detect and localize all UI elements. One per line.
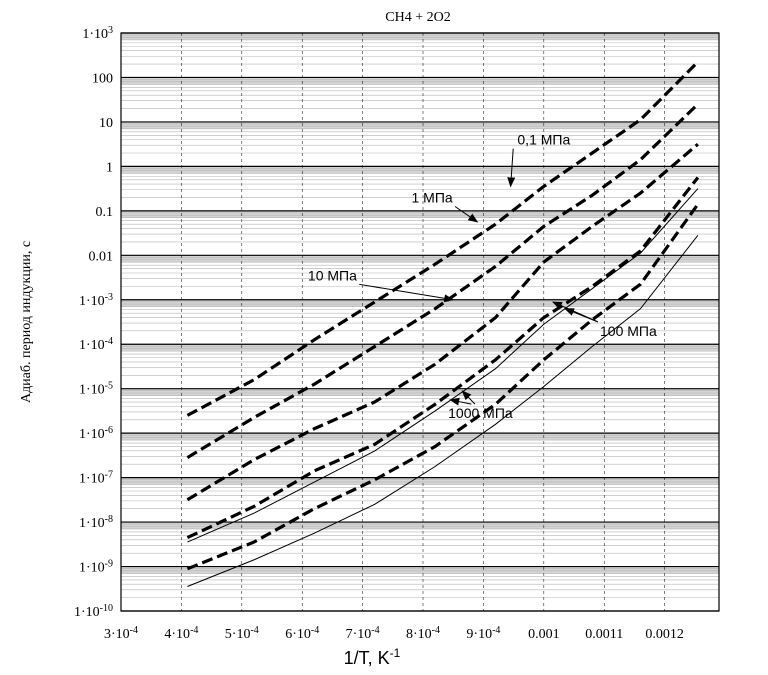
x-axis-label: 1/T, K-1 bbox=[344, 646, 401, 668]
annotation-label-4: 100 МПа bbox=[600, 323, 657, 339]
x-tick-label: 9·10-4 bbox=[466, 625, 500, 643]
grid-band bbox=[121, 522, 719, 530]
y-tick-label: 1·10-5 bbox=[79, 380, 113, 398]
series-line-6 bbox=[186, 203, 700, 571]
y-tick-label: 1·103 bbox=[82, 25, 113, 43]
grid-band bbox=[121, 255, 719, 263]
y-tick-label: 1·10-10 bbox=[74, 603, 113, 621]
x-tick-labels: 3·10-4 4·10-4 5·10-4 6·10-4 7·10-4 8·10-4 9·10… bbox=[104, 625, 684, 643]
x-tick-label: 0.0012 bbox=[645, 627, 684, 642]
series-line-3 bbox=[186, 142, 699, 502]
x-tick-label: 7·10-4 bbox=[346, 625, 380, 643]
series-group bbox=[186, 60, 700, 587]
annotation-arrow bbox=[461, 390, 476, 405]
x-tick-label: 6·10-4 bbox=[285, 625, 319, 643]
annotation-arrow bbox=[564, 308, 598, 323]
annotation-arrow bbox=[454, 206, 479, 223]
annotation-arrow bbox=[449, 397, 472, 406]
x-tick-label: 5·10-4 bbox=[225, 625, 259, 643]
series-line-7 bbox=[187, 234, 699, 587]
series-line-2 bbox=[186, 102, 700, 459]
y-tick-label: 1·10-8 bbox=[79, 514, 113, 532]
annotation-arrow bbox=[507, 148, 516, 188]
x-tick-label: 3·10-4 bbox=[104, 625, 138, 643]
grid-band bbox=[121, 344, 719, 352]
grid-band bbox=[121, 121, 719, 130]
y-tick-label: 1·10-4 bbox=[79, 336, 113, 354]
y-axis-label: Адиаб. период индукции, с bbox=[19, 241, 34, 403]
annotation-label-5: 1000 МПа bbox=[448, 405, 513, 421]
annotations: 0,1 МПа 1 МПа 10 МПа 100 МПа 1000 МПа bbox=[308, 132, 657, 421]
x-tick-label: 0.0011 bbox=[585, 627, 623, 642]
y-tick-label: 10 bbox=[99, 116, 113, 131]
grid-band bbox=[121, 388, 719, 396]
grid-band bbox=[121, 477, 719, 485]
y-tick-label: 1·10-6 bbox=[79, 425, 113, 443]
series-line-5 bbox=[187, 188, 699, 543]
grid-band bbox=[121, 566, 719, 574]
y-tick-labels: 1·103 100 10 1 0.1 0.01 1·10-3 1·10-4 1·10-5 1·10… bbox=[74, 25, 113, 621]
annotation-label-1: 0,1 МПа bbox=[517, 132, 570, 148]
y-tick-label: 0.1 bbox=[96, 205, 114, 220]
y-tick-label: 1·10-7 bbox=[79, 469, 113, 487]
y-tick-label: 100 bbox=[92, 71, 113, 86]
annotation-arrow bbox=[359, 283, 455, 303]
grid-band bbox=[121, 166, 719, 174]
grid-band bbox=[121, 210, 719, 218]
annotation-label-3: 10 МПа bbox=[308, 267, 357, 283]
chart-title: CH4 + 2O2 bbox=[385, 10, 450, 25]
grid-band bbox=[121, 77, 719, 85]
x-tick-label: 0.001 bbox=[528, 627, 560, 642]
x-tick-label: 4·10-4 bbox=[164, 625, 198, 643]
y-tick-label: 1·10-3 bbox=[79, 291, 113, 309]
grid-band bbox=[121, 33, 719, 41]
plot-frame bbox=[120, 32, 720, 612]
grid-band bbox=[121, 433, 719, 441]
annotation-label-2: 1 МПа bbox=[411, 190, 452, 206]
series-line-1 bbox=[186, 60, 700, 417]
x-tick-label: 8·10-4 bbox=[406, 625, 440, 643]
y-tick-label: 1·10-9 bbox=[79, 558, 113, 576]
y-tick-label: 1 bbox=[106, 160, 113, 175]
grid-band bbox=[121, 299, 719, 307]
y-tick-label: 0.01 bbox=[89, 249, 114, 264]
